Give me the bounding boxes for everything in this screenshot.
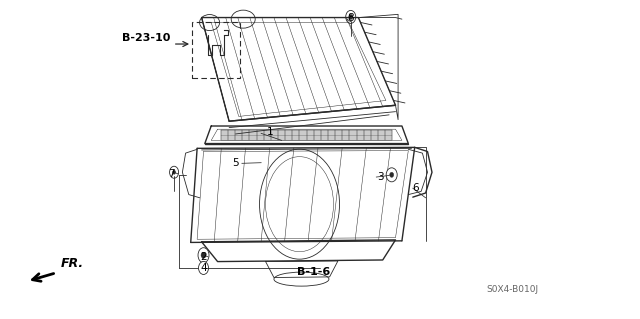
Text: 8: 8 <box>348 12 354 23</box>
Text: B-1-6: B-1-6 <box>297 267 330 277</box>
Text: FR.: FR. <box>60 257 83 270</box>
Text: B-23-10: B-23-10 <box>122 33 170 43</box>
Text: 2: 2 <box>200 252 207 262</box>
Ellipse shape <box>386 168 397 182</box>
Ellipse shape <box>349 14 353 19</box>
Text: 1: 1 <box>267 127 273 137</box>
Text: 5: 5 <box>232 158 239 168</box>
Ellipse shape <box>198 248 209 263</box>
Ellipse shape <box>198 262 209 274</box>
Ellipse shape <box>201 252 206 258</box>
Text: 3: 3 <box>378 172 384 182</box>
Text: 6: 6 <box>413 183 419 193</box>
Ellipse shape <box>173 170 175 174</box>
Text: 4: 4 <box>200 263 207 273</box>
Ellipse shape <box>390 172 394 177</box>
Text: 7: 7 <box>168 169 175 179</box>
Text: S0X4-B010J: S0X4-B010J <box>486 285 538 294</box>
